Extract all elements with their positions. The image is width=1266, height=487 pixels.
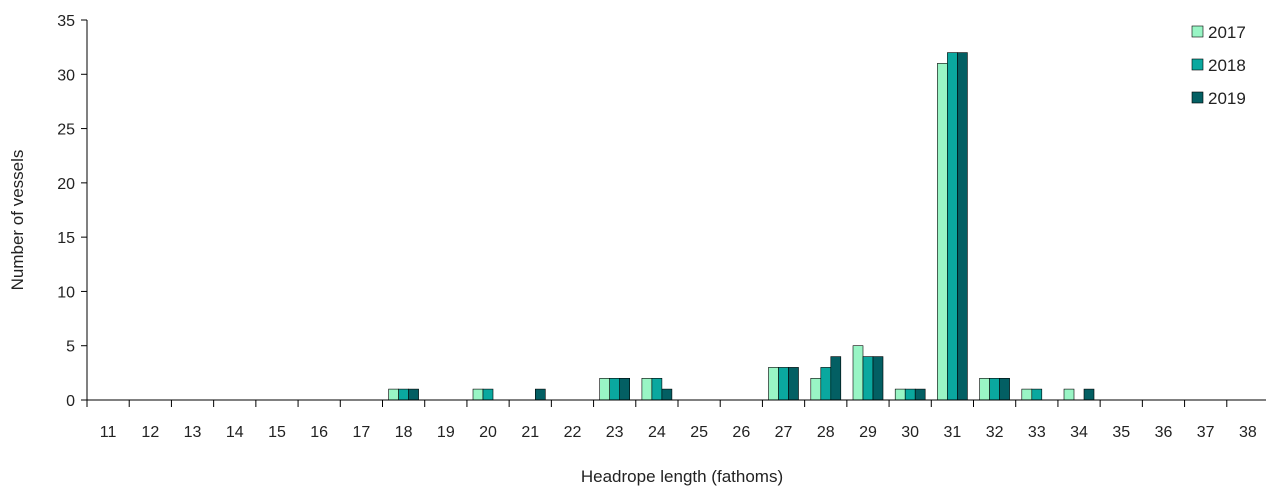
bar-2018-27	[778, 367, 789, 401]
y-tick-label: 10	[57, 284, 75, 301]
y-tick-label: 30	[57, 67, 75, 84]
bar-2019-23	[619, 377, 631, 401]
x-tick-label: 15	[268, 424, 286, 441]
x-tick-label: 16	[310, 424, 328, 441]
x-tick-label: 22	[564, 424, 582, 441]
bar-2017-34	[1063, 388, 1075, 401]
x-tick-label: 27	[775, 424, 793, 441]
bar-2017-18	[388, 388, 399, 401]
x-tick-label: 24	[648, 424, 666, 441]
x-tick-labels: 11 12 13 14 15 16 17 18 19 20 21 22 23 24 25 26 27 28 29 30…	[100, 424, 1257, 441]
bar-2017-23	[599, 377, 611, 401]
bar-2018-20	[482, 388, 494, 401]
bar-2018-23	[609, 377, 621, 401]
x-tick-label: 13	[184, 424, 202, 441]
x-tick-label: 21	[521, 424, 539, 441]
x-tick-label: 36	[1155, 424, 1173, 441]
x-tick-label: 30	[901, 424, 919, 441]
x-tick-label: 29	[859, 424, 877, 441]
legend: 2017 2018 2019	[1191, 23, 1246, 108]
bar-2017-31	[937, 63, 948, 401]
x-tick-label: 31	[943, 424, 961, 441]
x-tick-label: 26	[732, 424, 750, 441]
bar-2017-29	[852, 345, 864, 401]
bar-2019-27	[788, 367, 799, 401]
y-tick-labels: 0 5 10 15 20 25 30 35	[57, 13, 75, 410]
x-tick-label: 25	[690, 424, 708, 441]
x-tick-label: 19	[437, 424, 455, 441]
x-tick-label: 14	[226, 424, 244, 441]
y-tick-label: 5	[66, 339, 75, 356]
x-tick-label: 34	[1070, 424, 1088, 441]
x-tick-label: 37	[1197, 424, 1215, 441]
y-tick-label: 0	[66, 393, 75, 410]
x-tick-label: 32	[986, 424, 1004, 441]
bar-2018-32	[989, 377, 1000, 401]
y-tick-label: 20	[57, 176, 75, 193]
bar-2018-28	[820, 367, 832, 401]
bar-2019-32	[999, 377, 1010, 401]
x-tick-label: 38	[1239, 424, 1257, 441]
bar-2018-31	[947, 52, 958, 401]
y-tick-label: 35	[57, 13, 75, 30]
axes-group	[81, 19, 1266, 407]
x-tick-label: 20	[479, 424, 497, 441]
x-tick-label: 35	[1112, 424, 1130, 441]
legend-swatch-2019	[1191, 91, 1204, 104]
legend-label-2017: 2017	[1208, 23, 1246, 42]
legend-swatch-2018	[1191, 58, 1204, 71]
bar-2017-27	[768, 367, 779, 401]
x-tick-label: 33	[1028, 424, 1046, 441]
bar-2018-18	[398, 388, 409, 401]
bar-2017-30	[894, 388, 906, 401]
bar-2017-20	[472, 388, 484, 401]
bar-2018-29	[862, 356, 874, 401]
legend-label-2018: 2018	[1208, 56, 1246, 75]
x-axis-title: Headrope length (fathoms)	[581, 467, 783, 486]
bar-2019-18	[408, 388, 419, 401]
bar-2017-33	[1021, 388, 1033, 401]
x-tick-label: 23	[606, 424, 624, 441]
y-tick-label: 15	[57, 230, 75, 247]
bar-2018-24	[651, 377, 663, 401]
bar-2017-28	[810, 377, 822, 401]
bar-2019-21	[534, 388, 546, 401]
bar-2019-31	[957, 52, 968, 401]
bars-group	[388, 52, 1095, 401]
x-tick-label: 17	[352, 424, 370, 441]
y-tick-label: 25	[57, 122, 75, 139]
x-tick-label: 12	[141, 424, 159, 441]
bar-2018-33	[1031, 388, 1043, 401]
legend-label-2019: 2019	[1208, 89, 1246, 108]
y-axis-title: Number of vessels	[8, 150, 27, 291]
bar-2019-30	[914, 388, 926, 401]
bar-2018-30	[904, 388, 916, 401]
legend-swatch-2017	[1191, 25, 1204, 38]
bar-2019-29	[872, 356, 884, 401]
bar-2019-34	[1083, 388, 1095, 401]
bar-2019-28	[830, 356, 842, 401]
x-tick-label: 11	[100, 424, 117, 441]
bar-2017-24	[641, 377, 653, 401]
bar-2017-32	[979, 377, 990, 401]
x-tick-label: 28	[817, 424, 835, 441]
x-tick-label: 18	[395, 424, 413, 441]
bar-2019-24	[661, 388, 673, 401]
